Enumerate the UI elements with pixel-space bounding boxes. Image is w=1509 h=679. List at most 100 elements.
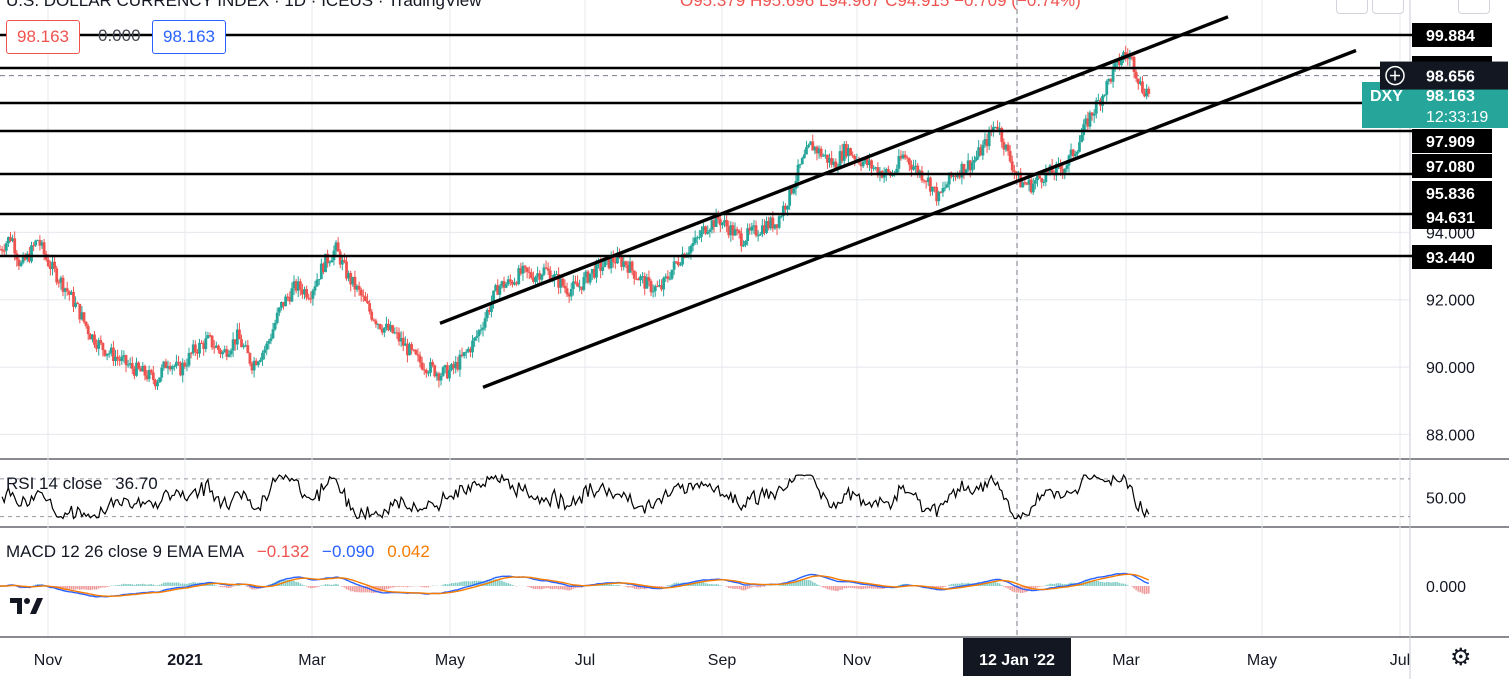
candle-body [326,253,330,264]
candle-body [506,279,510,285]
candle-body [97,340,101,349]
candle-body [838,151,842,167]
x-tick-label: Jul [1390,652,1410,669]
rsi-y-tick: 50.00 [1426,491,1466,508]
candle-body [133,368,136,376]
candle-body [616,253,619,264]
candle-body [1004,144,1008,150]
macd-legend[interactable]: MACD 12 26 close 9 EMA EMA −0.132 −0.090… [6,542,438,562]
candle-body [962,163,966,174]
candle-body [378,324,382,329]
candle-body [397,332,401,342]
candle-body [823,154,827,156]
macd-value: −0.132 [256,542,310,561]
candle-body [611,256,615,263]
candle-body [851,155,855,157]
candle-body [973,160,976,163]
candle-body [74,302,78,307]
candle-body [118,358,122,361]
candle-body [859,163,863,167]
candle-body [937,191,941,202]
candle-body [1143,92,1146,97]
candle-body [538,273,542,280]
candle-body [872,167,876,169]
x-tick-label: Nov [34,652,62,669]
candle-body [219,349,222,355]
candle-body [1138,81,1142,84]
candle-body [445,365,449,379]
candle-body [991,127,995,132]
gear-icon[interactable]: ⚙ [1450,644,1472,671]
candle-body [637,278,640,281]
candle-body [343,259,346,262]
toolbar-button[interactable] [1336,0,1368,14]
candle-body [1124,52,1128,56]
candle-body [395,332,399,334]
candle-body [817,148,821,154]
candle-body [42,242,46,255]
candle-body [895,168,899,173]
candle-body [664,276,668,278]
candle-body [649,280,653,293]
candle-body [1103,94,1107,96]
candle-body [34,240,38,246]
candle-body [217,345,220,350]
candle-body [981,144,985,156]
candle-body [700,230,703,237]
candle-body [78,303,82,320]
horizontal-levels [0,33,1420,258]
x-tick-label: May [1247,652,1277,669]
candle-body [30,245,33,262]
candle-body [254,360,258,366]
candle-body [1000,128,1004,142]
candle-body [414,350,418,355]
candle-body [1042,181,1046,183]
candle-body [760,225,764,235]
candle-body [1006,144,1010,152]
bid-price[interactable]: 98.163 [6,20,80,54]
candle-body [521,265,525,274]
tradingview-logo-icon[interactable] [6,590,46,622]
ask-price[interactable]: 98.163 [152,20,226,54]
candle-body [324,253,327,273]
toolbar-button[interactable] [1458,0,1490,14]
candle-body [563,285,567,289]
candle-body [40,242,44,246]
candle-body [607,256,611,269]
candle-body [351,276,355,285]
candle-body [655,286,659,288]
candle-body [1136,78,1140,84]
candle-body [38,240,42,246]
candle-body [842,143,846,161]
x-tick-label: Mar [298,652,326,669]
candle-body [317,279,321,281]
candle-body [301,289,304,295]
candle-body [1010,161,1014,171]
candle-body [994,126,997,128]
candle-body [294,281,298,291]
x-tick-label: 12 Jan '22 [979,652,1055,669]
candle-body [775,224,779,228]
x-tick-label: Sep [708,652,737,669]
candle-body [1008,151,1012,162]
candle-body [767,221,771,229]
trend-channel-line-lower [482,48,1357,389]
candle-body [922,180,926,182]
rsi-legend[interactable]: RSI 14 close 36.70 [6,474,166,494]
candle-body [208,335,212,337]
candle-body [886,169,890,172]
last-price-countdown: 12:33:19 [1426,109,1488,126]
candle-body [280,301,283,308]
candle-body [939,191,943,193]
candle-body [17,259,21,266]
candle-body [517,268,521,285]
candle-body [448,369,451,379]
toolbar-button[interactable] [1372,0,1404,14]
candle-body [1120,59,1123,66]
candle-body [811,141,815,151]
candle-body [109,347,113,354]
candle-body [443,365,447,368]
candle-body [433,365,437,377]
candle-body [670,269,674,279]
